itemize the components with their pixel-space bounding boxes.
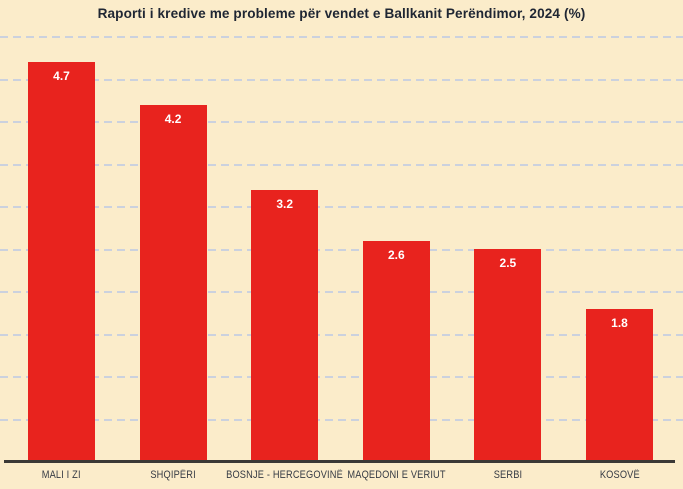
x-axis-label: SHQIPËRI xyxy=(150,469,196,481)
bar-2: 3.2 xyxy=(251,190,319,462)
bar-5: 1.8 xyxy=(586,309,653,462)
bar-value-label: 2.6 xyxy=(387,248,405,262)
x-axis-label: MAQEDONI E VERIUT xyxy=(347,469,446,481)
gridline xyxy=(0,333,683,336)
bar-value-label: 2.5 xyxy=(499,256,517,270)
x-axis-line xyxy=(4,460,675,463)
bar-4: 2.5 xyxy=(474,249,542,462)
gridline xyxy=(0,78,683,81)
bar-value-label: 4.7 xyxy=(53,69,70,83)
gridline xyxy=(0,376,683,378)
bar-1: 4.2 xyxy=(139,105,207,462)
gridline xyxy=(0,163,683,166)
gridline xyxy=(0,36,683,38)
bar-value-label: 3.2 xyxy=(276,197,294,211)
x-axis-label: SERBI xyxy=(493,469,523,481)
gridline xyxy=(0,291,683,293)
gridline xyxy=(0,418,683,421)
gridline xyxy=(0,206,683,208)
x-axis-label: KOSOVË xyxy=(599,469,640,481)
x-axis-label: BOSNJE - HERCEGOVINË xyxy=(226,469,344,481)
bar-value-label: 4.2 xyxy=(164,112,182,126)
x-axis-label: MALI I ZI xyxy=(41,469,81,481)
bar-value-label: 1.8 xyxy=(611,316,628,330)
chart-title: Raporti i kredive me probleme për vendet… xyxy=(97,6,586,21)
gridline xyxy=(0,121,683,123)
bar-0: 4.7 xyxy=(28,62,95,462)
bar-3: 2.6 xyxy=(362,241,430,462)
gridline xyxy=(0,248,683,251)
